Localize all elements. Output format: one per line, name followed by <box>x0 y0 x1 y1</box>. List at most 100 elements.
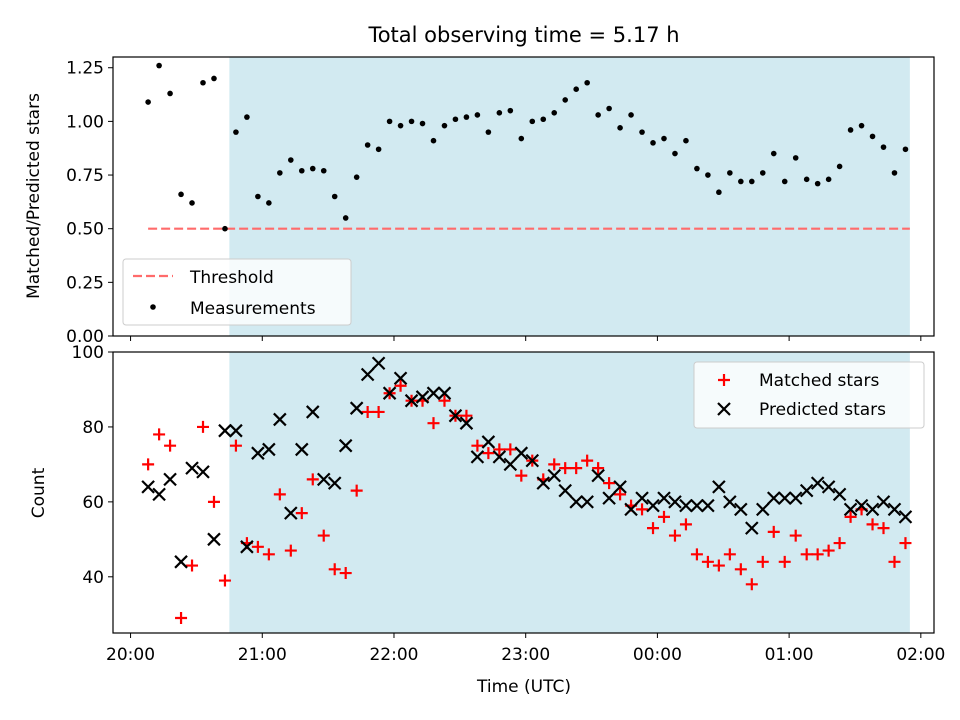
matched-star-point <box>844 510 857 523</box>
measurement-point <box>891 170 898 176</box>
predicted-star-point <box>415 390 430 404</box>
measurement-point <box>222 225 228 232</box>
top-plot-area <box>145 62 910 232</box>
predicted-star-point <box>141 480 155 494</box>
legend-measurements-label: Measurements <box>190 299 316 319</box>
predicted-star-point <box>316 472 331 487</box>
top-y-tick-label: 0.50 <box>66 220 104 240</box>
measurement-point <box>167 90 173 97</box>
measurement-point <box>727 170 733 176</box>
top-legend: Threshold Measurements <box>122 258 352 326</box>
measurement-point <box>507 107 514 114</box>
measurement-point <box>342 215 349 221</box>
matched-star-point <box>175 612 188 625</box>
matched-star-point <box>493 443 506 456</box>
top-y-axis-label: Matched/Predicted stars <box>24 93 44 299</box>
predicted-star-point <box>514 446 529 460</box>
matched-star-point <box>504 443 517 456</box>
measurement-point <box>364 142 371 148</box>
measurement-point <box>211 75 217 82</box>
measurement-point <box>825 176 832 183</box>
measurement-point <box>661 135 667 142</box>
matched-star-point <box>822 544 835 557</box>
matched-star-point <box>372 405 385 418</box>
matched-star-point <box>723 548 736 561</box>
bottom-legend-box <box>693 361 925 429</box>
top-axes-frame <box>112 56 935 337</box>
measurement-point <box>617 125 623 131</box>
measurement-point <box>792 155 799 161</box>
measurement-point <box>266 200 272 206</box>
plot-layer: 0.00 0.25 0.50 0.75 1.00 1.25 Threshold Measure… <box>66 56 945 665</box>
legend-predicted-label: Predicted stars <box>759 400 886 420</box>
predicted-star-point <box>426 386 441 400</box>
predicted-star-point <box>349 401 364 415</box>
x-tick-label: 02:00 <box>896 645 945 665</box>
legend-matched-swatch <box>718 374 730 386</box>
matched-star-point <box>361 405 374 418</box>
predicted-star-point <box>481 435 496 449</box>
predicted-star-point <box>679 498 693 513</box>
matched-star-point <box>581 454 594 467</box>
measurement-point <box>496 110 503 116</box>
matched-star-point <box>350 484 363 497</box>
matched-star-point <box>306 473 319 486</box>
x-tick-label: 22:00 <box>369 645 418 665</box>
matched-star-point <box>712 559 725 572</box>
measurement-point <box>628 112 634 118</box>
predicted-star-point <box>295 442 309 457</box>
predicted-star-point <box>876 495 891 509</box>
predicted-star-point <box>613 480 627 494</box>
predicted-star-point <box>459 416 474 430</box>
predicted-star-point <box>887 502 902 517</box>
predicted-star-point <box>404 393 419 408</box>
measurement-point <box>869 133 876 140</box>
measurement-point <box>244 114 250 120</box>
measurement-point <box>145 99 151 105</box>
predicted-star-point <box>777 491 792 505</box>
matched-star-point <box>207 495 220 508</box>
predicted-star-point <box>734 502 748 517</box>
measurement-point <box>606 105 612 112</box>
measurement-point <box>759 170 766 176</box>
predicted-star-point <box>536 476 551 490</box>
x-tick-label: 23:00 <box>501 645 550 665</box>
predicted-star-point <box>338 438 353 453</box>
x-tick-label: 21:00 <box>238 645 287 665</box>
measurement-point <box>255 193 261 200</box>
matched-star-point <box>339 567 352 580</box>
x-axis-label: Time (UTC) <box>476 677 571 697</box>
predicted-star-point <box>580 495 594 509</box>
matched-star-point <box>317 529 330 542</box>
measurement-point <box>419 120 426 127</box>
predicted-star-point <box>185 461 199 475</box>
matched-star-point <box>734 563 747 576</box>
matched-star-point <box>603 477 616 490</box>
matched-star-point <box>438 394 451 407</box>
measurement-point <box>705 172 711 178</box>
measurement-point <box>485 129 492 135</box>
matched-star-point <box>164 439 177 452</box>
predicted-star-point <box>448 408 463 423</box>
predicted-star-point <box>657 491 671 505</box>
legend-predicted-swatch <box>717 402 731 416</box>
measurement-point <box>441 122 448 129</box>
predicted-star-point <box>273 412 287 427</box>
measurement-point <box>551 110 558 116</box>
legend-measurements-swatch <box>150 304 156 310</box>
predicted-star-point <box>591 468 605 483</box>
top-y-tick-label: 1.00 <box>66 112 104 132</box>
predicted-star-point <box>646 498 660 513</box>
measurement-point <box>716 189 722 196</box>
matched-star-point <box>559 462 572 475</box>
measurement-point <box>320 167 327 174</box>
measurement-point <box>277 170 283 176</box>
measurement-point <box>814 180 821 187</box>
predicted-star-point <box>788 491 803 505</box>
matched-star-point <box>756 555 769 568</box>
predicted-star-point <box>503 457 518 472</box>
matched-star-point <box>229 439 242 452</box>
measurement-point <box>683 137 689 144</box>
matched-star-point <box>273 488 286 501</box>
matched-star-point <box>186 559 199 572</box>
